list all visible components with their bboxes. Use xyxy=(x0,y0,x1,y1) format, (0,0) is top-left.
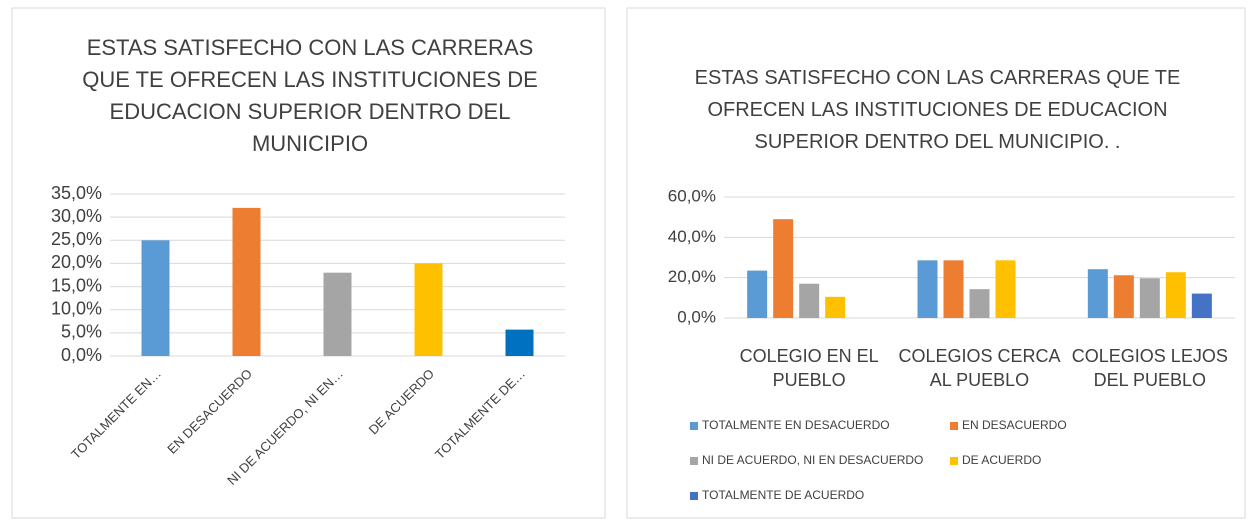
x-tick-label: COLEGIO EN EL PUEBLO xyxy=(739,346,879,390)
chart-frame xyxy=(11,7,606,519)
y-tick-label: 35,0% xyxy=(51,183,102,203)
y-tick-label: 0,0% xyxy=(61,345,102,365)
y-tick-label: 25,0% xyxy=(51,229,102,249)
bar xyxy=(414,263,443,356)
x-tick-label: TOTALMENTE EN… xyxy=(68,366,164,462)
bar xyxy=(747,270,768,318)
legend-swatch xyxy=(690,492,698,500)
chart-title: ESTAS SATISFECHO CON LAS CARRERAS QUE TE… xyxy=(694,67,1181,153)
bar xyxy=(323,272,352,356)
bar xyxy=(1113,275,1134,318)
y-tick-label: 15,0% xyxy=(51,275,102,295)
legend-swatch xyxy=(690,457,698,465)
x-tick-label: DE ACUERDO xyxy=(366,366,437,437)
legend-label: EN DESACUERDO xyxy=(962,418,1067,432)
bar xyxy=(799,283,820,318)
bar xyxy=(995,260,1016,318)
bar xyxy=(969,289,990,318)
bar xyxy=(141,240,170,356)
y-tick-label: 30,0% xyxy=(51,206,102,226)
legend-swatch xyxy=(950,422,958,430)
legend-swatch xyxy=(950,457,958,465)
y-tick-label: 5,0% xyxy=(61,322,102,342)
bar xyxy=(917,260,938,318)
bar xyxy=(232,207,261,356)
y-tick-label: 20,0% xyxy=(668,267,716,286)
chart-title: ESTAS SATISFECHO CON LAS CARRERAS QUE TE… xyxy=(82,35,538,156)
y-tick-label: 40,0% xyxy=(668,227,716,246)
bar xyxy=(773,219,794,318)
bar xyxy=(1165,272,1186,318)
legend-label: TOTALMENTE DE ACUERDO xyxy=(702,488,864,502)
y-tick-label: 60,0% xyxy=(668,186,716,205)
bar xyxy=(943,260,964,318)
y-tick-label: 20,0% xyxy=(51,252,102,272)
bar xyxy=(825,296,846,318)
bar xyxy=(505,329,534,356)
x-tick-label: TOTALMENTE DE… xyxy=(432,366,528,462)
bar xyxy=(1087,269,1108,318)
legend-label: DE ACUERDO xyxy=(962,453,1041,467)
x-tick-label: COLEGIOS CERCA AL PUEBLO xyxy=(898,346,1061,390)
x-tick-label: COLEGIOS LEJOS DEL PUEBLO xyxy=(1071,346,1228,390)
chart-frame xyxy=(626,7,1246,519)
legend-label: NI DE ACUERDO, NI EN DESACUERDO xyxy=(702,453,923,467)
bar xyxy=(1191,293,1212,318)
bar xyxy=(1139,278,1160,318)
legend-swatch xyxy=(690,422,698,430)
y-tick-label: 0,0% xyxy=(677,307,716,326)
x-tick-label: EN DESACUERDO xyxy=(164,366,255,457)
y-tick-label: 10,0% xyxy=(51,298,102,318)
legend-label: TOTALMENTE EN DESACUERDO xyxy=(702,418,890,432)
